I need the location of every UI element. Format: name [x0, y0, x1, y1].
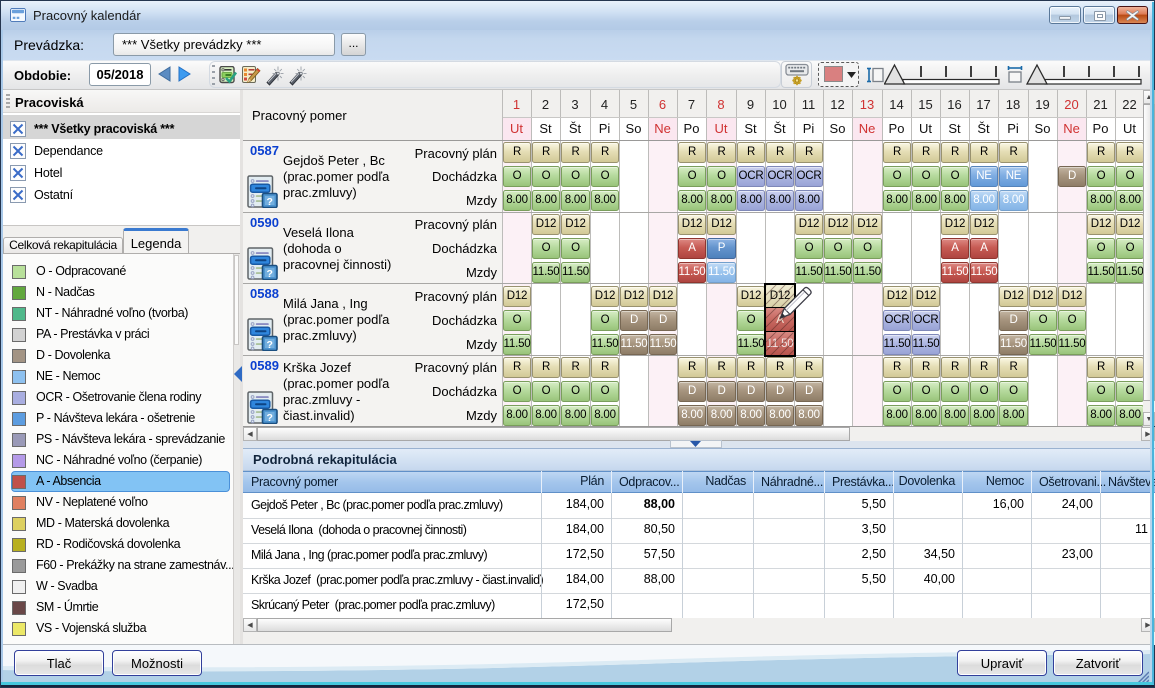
svg-text:?: ? [266, 267, 272, 279]
svg-text:?: ? [266, 412, 272, 424]
svg-text:?: ? [266, 339, 272, 351]
svg-text:?: ? [266, 196, 272, 208]
